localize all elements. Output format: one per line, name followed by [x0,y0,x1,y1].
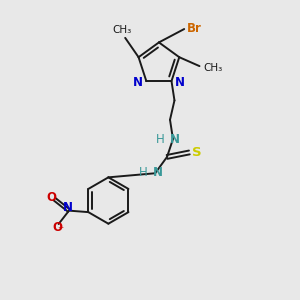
Text: O: O [52,221,62,234]
Text: N: N [170,133,180,146]
Text: ⁻: ⁻ [57,225,63,238]
Text: H: H [139,166,148,178]
Text: N: N [153,166,163,178]
Text: O: O [46,191,56,204]
Text: H: H [156,133,165,146]
Text: S: S [192,146,202,159]
Text: N: N [62,201,73,214]
Text: CH₃: CH₃ [112,25,132,35]
Text: N: N [175,76,185,89]
Text: N: N [133,76,143,89]
Text: CH₃: CH₃ [203,63,222,73]
Text: Br: Br [187,22,202,35]
